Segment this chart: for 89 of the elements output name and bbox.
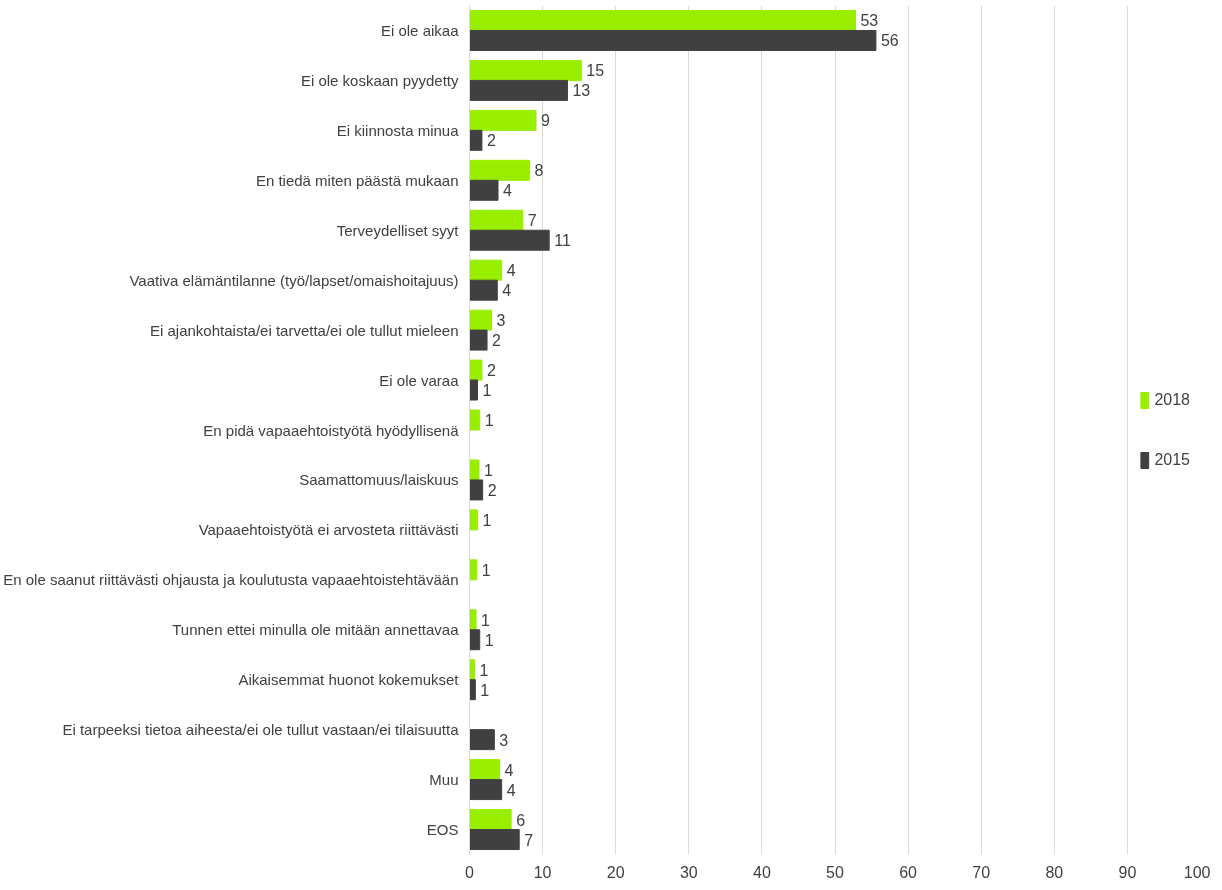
data-label: 2 [486, 132, 496, 150]
data-label: 1 [484, 412, 494, 430]
data-label: 1 [479, 661, 489, 679]
bar [469, 129, 483, 151]
x-tick-label: 80 [1045, 863, 1064, 881]
y-tick-label: Muu [429, 771, 459, 789]
y-tick-label: Tunnen ettei minulla ole mitään annettavaa [172, 621, 460, 639]
x-tick-label: 0 [465, 863, 475, 881]
data-label: 1 [482, 511, 492, 529]
x-tick-label: 60 [899, 863, 918, 881]
y-tick-label: Saamattomuus/laiskuus [299, 471, 459, 489]
bar [469, 179, 499, 201]
bar [469, 379, 479, 401]
bar [469, 609, 477, 631]
data-label: 2 [486, 362, 496, 380]
data-label: 4 [504, 761, 514, 779]
y-tick-label: Ei kiinnosta minua [336, 121, 460, 139]
bar [469, 309, 492, 331]
bar [469, 779, 503, 801]
bar [469, 829, 520, 851]
data-label: 4 [506, 262, 516, 280]
data-label: 1 [482, 382, 492, 400]
y-tick-label: Ei ole aikaa [380, 21, 460, 39]
y-tick-label: Terveydelliset syyt [336, 221, 460, 239]
y-tick-label: En ole saanut riittävästi ohjausta ja koulutusta vapaaehtoistehtävään [3, 571, 459, 589]
data-label: 3 [496, 312, 506, 330]
bar [469, 329, 488, 351]
data-label: 1 [484, 631, 494, 649]
bar [469, 159, 530, 181]
bar [469, 479, 484, 501]
bar [469, 59, 582, 81]
bar [469, 79, 568, 101]
y-tick-label: Ei ajankohtaista/ei tarvetta/ei ole tullut mieleen [149, 321, 459, 339]
bar [469, 679, 476, 701]
x-tick-label: 90 [1118, 863, 1137, 881]
bar [469, 509, 479, 531]
y-tick-label: Ei tarpeeksi tietoa aiheesta/ei ole tullut vastaan/ei tilaisuutta [62, 721, 460, 739]
data-label: 1 [481, 611, 491, 629]
data-label: 4 [506, 781, 516, 799]
data-label: 3 [499, 731, 509, 749]
bar [469, 359, 483, 381]
bar [469, 279, 498, 301]
x-tick-label: 100 [1183, 863, 1211, 881]
bar [469, 259, 503, 281]
x-tick-label: 40 [753, 863, 771, 881]
data-label: 15 [586, 62, 605, 80]
x-tick-label: 70 [972, 863, 991, 881]
data-label: 56 [880, 32, 899, 50]
bar [469, 559, 478, 581]
data-label: 2 [487, 481, 497, 499]
y-tick-label: Ei ole koskaan pyydetty [300, 71, 459, 89]
data-label: 7 [524, 831, 534, 849]
data-label: 4 [503, 182, 513, 200]
y-tick-label: EOS [426, 821, 459, 839]
y-tick-label: Vapaaehtoistyötä ei arvosteta riittävästi [198, 521, 459, 539]
bar [469, 409, 481, 431]
y-tick-label: En pidä vapaaehtoistyötä hyödyllisenä [203, 421, 460, 439]
y-tick-label: En tiedä miten päästä mukaan [255, 171, 459, 189]
data-label: 7 [527, 212, 537, 230]
legend-label: 2015 [1154, 450, 1190, 469]
bar [469, 229, 550, 251]
data-label: 1 [481, 561, 491, 579]
data-label: 6 [516, 811, 526, 829]
data-label: 11 [554, 232, 571, 250]
bar [469, 759, 500, 781]
bar [469, 629, 481, 651]
data-label: 2 [492, 332, 502, 350]
bar [469, 809, 512, 831]
x-tick-label: 30 [679, 863, 698, 881]
data-label: 8 [534, 162, 544, 180]
legend-label: 2018 [1154, 390, 1190, 409]
x-tick-label: 10 [533, 863, 552, 881]
y-tick-label: Vaativa elämäntilanne (työ/lapset/omaishoitajuus) [129, 271, 459, 289]
data-label: 53 [860, 12, 879, 30]
bar [469, 109, 537, 131]
data-label: 13 [572, 82, 591, 100]
bar [469, 209, 524, 231]
y-tick-label: Ei ole varaa [379, 371, 460, 389]
data-label: 1 [480, 681, 490, 699]
bar [469, 459, 480, 481]
x-tick-label: 20 [606, 863, 625, 881]
bar [469, 29, 877, 51]
data-label: 9 [541, 112, 551, 130]
x-tick-label: 50 [826, 863, 844, 881]
bar [469, 729, 495, 751]
data-label: 4 [502, 282, 512, 300]
bar [469, 9, 856, 31]
y-tick-label: Aikaisemmat huonot kokemukset [238, 671, 460, 689]
data-label: 1 [484, 461, 493, 479]
